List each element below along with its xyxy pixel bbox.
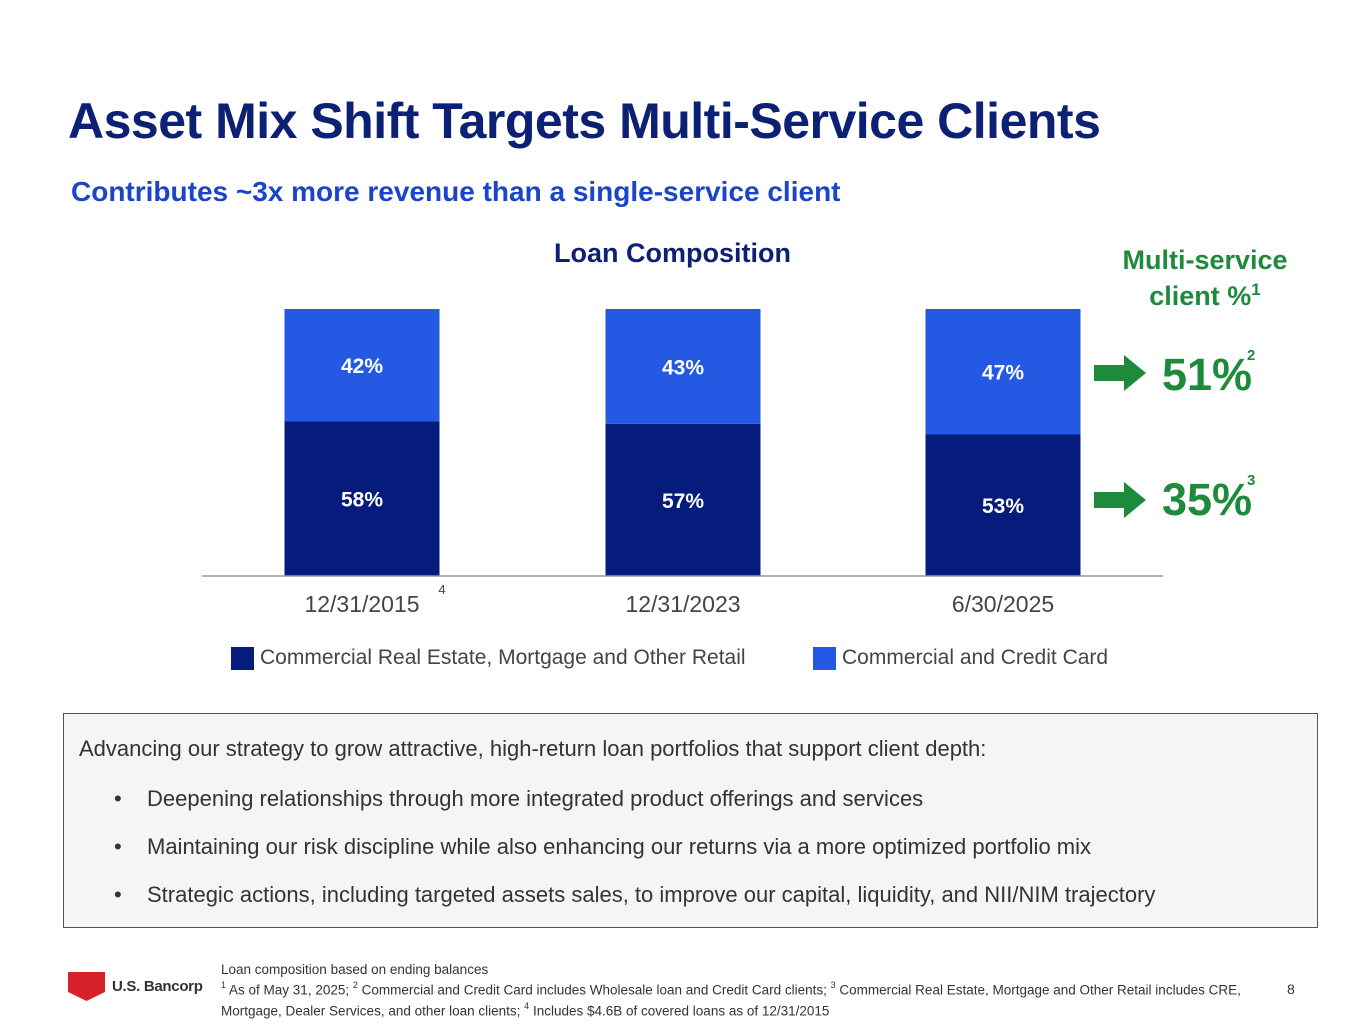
- footnotes: Loan composition based on ending balance…: [221, 961, 1261, 1019]
- footnote-marker-4: 4: [524, 1000, 530, 1011]
- strategy-lead: Advancing our strategy to grow attractiv…: [79, 736, 987, 761]
- bar-data-label: 58%: [341, 489, 383, 512]
- footnote-marker-1: 1: [221, 980, 227, 990]
- right-arrow-icon: [1094, 355, 1146, 391]
- bullet-dot: •: [114, 786, 122, 811]
- bar-segment-retail: [605, 423, 761, 576]
- legend-item-retail: Commercial Real Estate, Mortgage and Oth…: [231, 644, 746, 672]
- multi-service-title: Multi-service client %1: [1100, 242, 1310, 314]
- bar-segment-retail: [284, 421, 440, 576]
- legend-swatch-commercial: [813, 646, 836, 670]
- multi-service-footnote-2: 2: [1247, 347, 1256, 364]
- page-number: 8: [1287, 981, 1295, 997]
- loan-composition-chart: 58% 42% 12/31/2015 4 57% 43% 12/31/2023 53% 47% 6…: [202, 309, 1163, 617]
- bar-data-label: 43%: [662, 356, 704, 379]
- footnote-1: As of May 31, 2025;: [229, 982, 350, 998]
- footnote-3: Commercial Real Estate, Mortgage and Oth…: [221, 982, 1241, 1019]
- bar-segment-commercial: [284, 309, 440, 422]
- strategy-bullet-text: Strategic actions, including targeted as…: [147, 882, 1156, 907]
- strategy-box: Advancing our strategy to grow attractiv…: [63, 713, 1318, 928]
- bar-data-label: 47%: [982, 362, 1024, 385]
- logo-text: U.S. Bancorp: [112, 977, 203, 995]
- x-tick-label: 6/30/2025: [952, 591, 1054, 617]
- multi-service-title-footnote: 1: [1251, 280, 1261, 299]
- company-logo: U.S. Bancorp: [68, 970, 203, 1002]
- footnote-2: Commercial and Credit Card includes Whol…: [361, 982, 827, 998]
- strategy-bullet-text: Maintaining our risk discipline while al…: [147, 834, 1092, 859]
- legend-item-commercial: Commercial and Credit Card: [813, 644, 1108, 672]
- chart-title: Loan Composition: [554, 238, 791, 268]
- strategy-bullet: • Strategic actions, including targeted …: [114, 882, 1155, 908]
- legend-label-retail: Commercial Real Estate, Mortgage and Oth…: [260, 646, 746, 669]
- bar-data-label: 42%: [341, 355, 383, 378]
- legend-label-commercial: Commercial and Credit Card: [842, 646, 1109, 669]
- legend-swatch-retail: [231, 646, 254, 670]
- multi-service-title-line2: client %: [1149, 281, 1252, 311]
- x-tick-label: 12/31/2015: [304, 591, 419, 617]
- bullet-dot: •: [114, 882, 122, 907]
- bancorp-shield-icon: [68, 972, 105, 1001]
- bar-data-label: 57%: [662, 490, 704, 513]
- page-subtitle: Contributes ~3x more revenue than a sing…: [71, 176, 841, 207]
- multi-service-value-commercial: 51%: [1162, 349, 1253, 400]
- right-arrow-icon: [1094, 482, 1146, 518]
- strategy-bullet-text: Deepening relationships through more int…: [147, 786, 924, 811]
- multi-service-title-line1: Multi-service: [1122, 245, 1288, 275]
- footnote-marker-2: 2: [352, 980, 358, 990]
- bar-segment-commercial: [605, 309, 761, 424]
- strategy-bullet: • Maintaining our risk discipline while …: [114, 834, 1091, 860]
- footnote-marker-3: 3: [830, 980, 836, 990]
- footnote-line0: Loan composition based on ending balance…: [221, 962, 489, 977]
- x-tick-footnote: 4: [438, 582, 445, 597]
- bar-data-label: 53%: [982, 495, 1024, 518]
- footnote-4: Includes $4.6B of covered loans as of 12…: [532, 1003, 830, 1018]
- x-tick-label: 12/31/2023: [625, 591, 740, 617]
- page-title: Asset Mix Shift Targets Multi-Service Cl…: [68, 93, 1101, 149]
- strategy-bullet: • Deepening relationships through more i…: [114, 786, 923, 812]
- bar-segment-retail: [925, 434, 1081, 576]
- multi-service-footnote-3: 3: [1247, 472, 1256, 489]
- multi-service-value-retail: 35%: [1162, 474, 1253, 525]
- bar-segment-commercial: [925, 309, 1081, 435]
- bullet-dot: •: [114, 834, 122, 859]
